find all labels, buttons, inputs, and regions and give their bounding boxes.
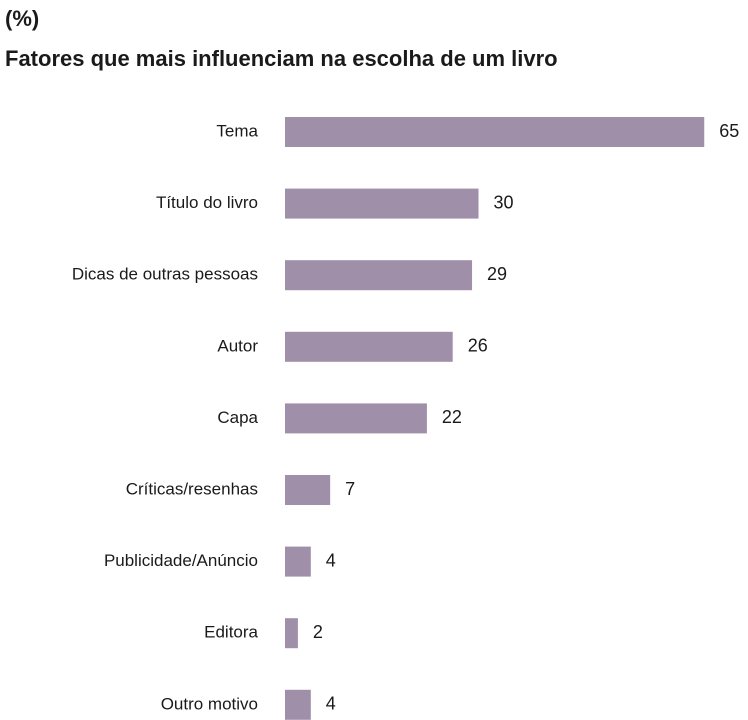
value-label: 22 [442, 407, 462, 427]
category-label: Editora [204, 623, 258, 642]
bar [285, 331, 453, 362]
bar [285, 188, 479, 219]
value-label: 65 [719, 121, 739, 141]
value-label: 7 [345, 479, 355, 499]
category-label: Outro motivo [161, 694, 258, 713]
value-label: 30 [494, 192, 514, 212]
bar [285, 546, 311, 577]
category-label: Críticas/resenhas [126, 479, 258, 498]
bar [285, 618, 298, 649]
value-label: 29 [487, 264, 507, 284]
category-label: Capa [217, 408, 258, 427]
bar [285, 689, 311, 720]
value-label: 26 [468, 336, 488, 356]
bar [285, 117, 705, 147]
chart-title: Fatores que mais influenciam na escolha … [5, 46, 558, 71]
category-label: Tema [216, 121, 258, 140]
category-label: Dicas de outras pessoas [72, 265, 258, 284]
value-label: 2 [313, 622, 323, 642]
category-label: Título do livro [156, 193, 258, 212]
category-label: Autor [217, 336, 258, 355]
chart-subtitle: (%) [5, 6, 39, 31]
bar [285, 260, 473, 291]
value-label: 4 [326, 694, 336, 714]
value-label: 4 [326, 550, 336, 570]
category-label: Publicidade/Anúncio [104, 551, 258, 570]
bar [285, 403, 427, 434]
bar [285, 475, 331, 505]
